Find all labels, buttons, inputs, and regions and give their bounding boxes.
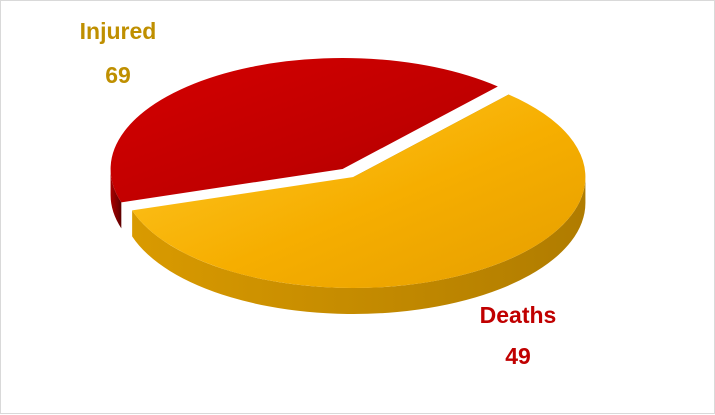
label-injured-name: Injured — [80, 18, 157, 44]
pie-side-injured — [132, 177, 586, 315]
pie-slice-deaths — [110, 57, 498, 203]
pie-side-deaths — [110, 168, 122, 229]
pie-slice-injured — [132, 94, 586, 289]
label-deaths-value: 49 — [505, 343, 531, 369]
label-injured-value: 69 — [105, 62, 131, 88]
label-deaths-name: Deaths — [480, 302, 557, 328]
